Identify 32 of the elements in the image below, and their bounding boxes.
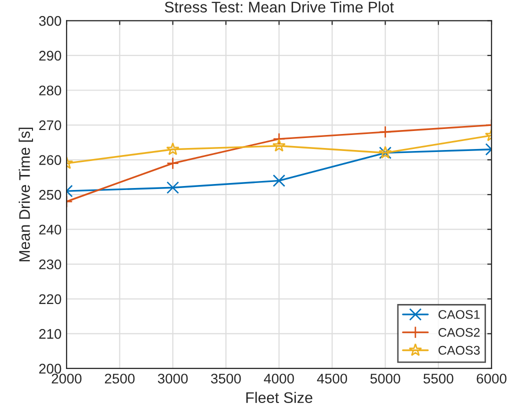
y-tick-label: 220 <box>39 294 62 304</box>
point <box>166 181 180 194</box>
point <box>166 142 180 156</box>
point <box>272 138 286 152</box>
y-tick-label: 270 <box>39 120 62 130</box>
x-tick-label: 4000 <box>264 374 294 384</box>
y-tick-label: 290 <box>39 50 62 61</box>
x-tick-label: 3500 <box>211 374 241 384</box>
point <box>166 157 180 170</box>
y-axis-title: Mean Drive Time [s] <box>18 128 33 262</box>
y-tick-label: 210 <box>39 329 62 339</box>
x-axis-title: Fleet Size <box>246 392 312 404</box>
legend-label: CAOS1 <box>438 310 480 319</box>
x-tick-label: 2000 <box>52 374 82 384</box>
x-tick-label: 2500 <box>104 374 135 384</box>
chart-title: Stress Test: Mean Drive Time Plot <box>164 1 394 13</box>
y-tick-label: 250 <box>39 190 62 200</box>
y-tick-label: 300 <box>39 16 62 26</box>
x-tick-label: 5500 <box>424 374 454 384</box>
point <box>272 174 286 187</box>
y-tick-label: 260 <box>39 155 62 165</box>
x-tick-label: 6000 <box>476 374 506 384</box>
x-tick-label: 3000 <box>158 374 188 384</box>
y-tick-label: 240 <box>39 224 62 235</box>
legend-label: CAOS2 <box>438 328 480 337</box>
x-tick-label: 5000 <box>370 374 400 384</box>
y-tick-label: 200 <box>39 364 62 374</box>
y-tick-label: 230 <box>39 259 62 270</box>
x-tick-label: 4500 <box>317 374 348 384</box>
y-tick-label: 280 <box>39 86 62 96</box>
legend-label: CAOS3 <box>438 346 480 355</box>
point <box>272 132 286 146</box>
